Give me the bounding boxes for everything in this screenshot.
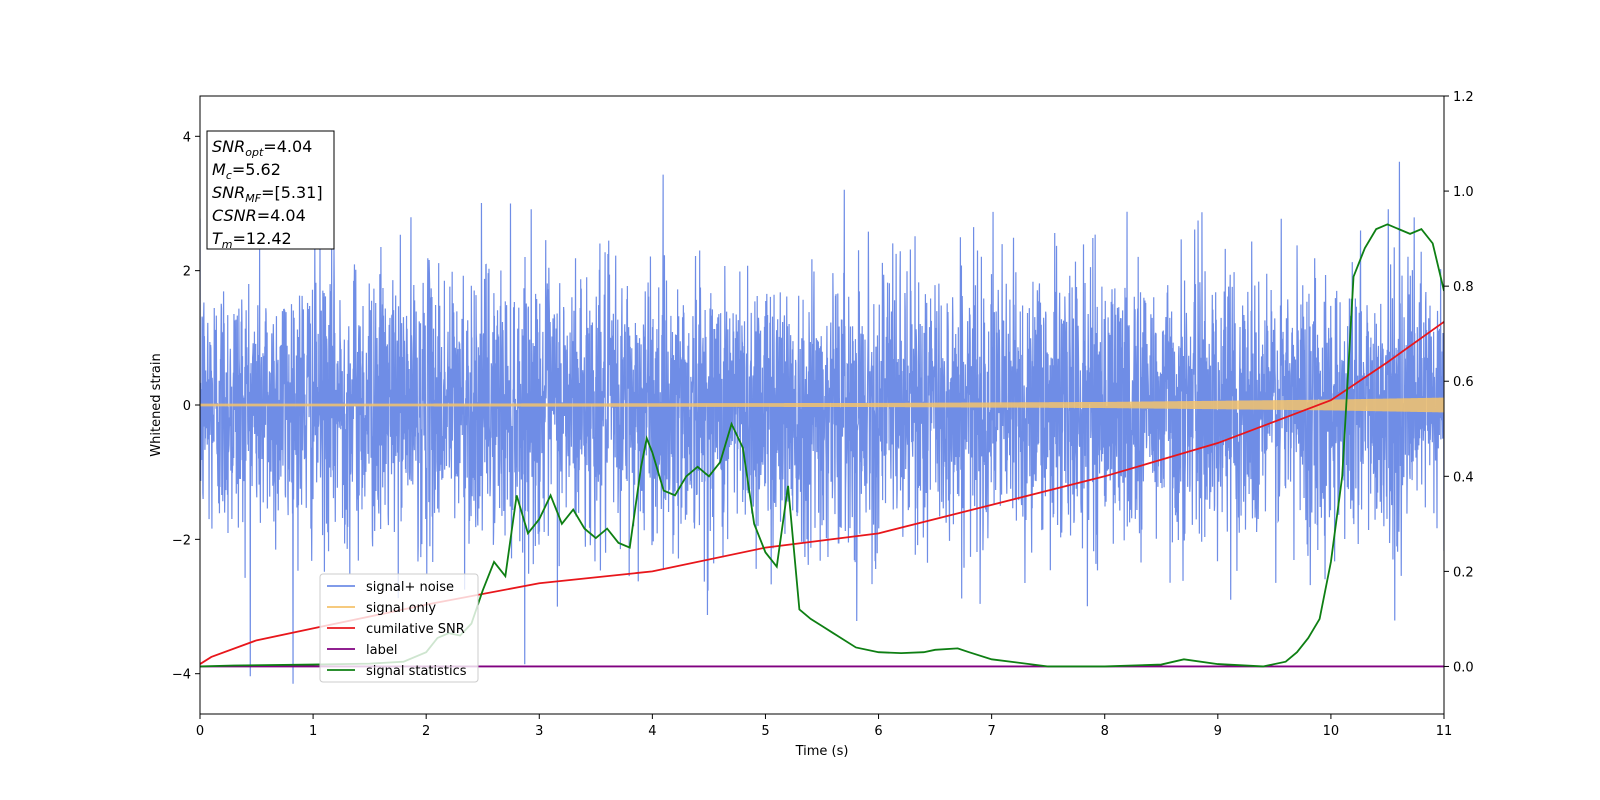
y2-tick-label: 0.2 <box>1453 565 1474 580</box>
x-tick-label: 4 <box>648 724 656 739</box>
y2-tick-label: 1.2 <box>1453 90 1474 105</box>
x-tick-label: 1 <box>309 724 317 739</box>
legend-label: label <box>366 643 397 658</box>
info-line: Mc=5.62 <box>212 160 281 182</box>
x-tick-label: 10 <box>1323 724 1340 739</box>
x-tick-label: 0 <box>196 724 204 739</box>
y2-tick-label: 0.6 <box>1453 375 1474 390</box>
series-signal-statistics-line <box>200 223 1444 668</box>
y-tick-label: −4 <box>172 668 191 683</box>
x-tick-label: 5 <box>761 724 769 739</box>
info-line: CSNR=4.04 <box>212 206 306 225</box>
x-tick-label: 8 <box>1101 724 1109 739</box>
x-tick-label: 2 <box>422 724 430 739</box>
y-tick-label: 2 <box>183 265 191 280</box>
legend-label: cumilative SNR <box>366 622 465 637</box>
y2-tick-label: 0.0 <box>1453 660 1474 675</box>
legend-label: signal only <box>366 601 436 616</box>
series-signal-noise-line <box>200 161 1444 684</box>
y2-tick-label: 1.0 <box>1453 185 1474 200</box>
info-line: SNRopt=4.04 <box>212 137 312 159</box>
y-tick-label: −2 <box>172 533 191 548</box>
legend: signal+ noise signal only cumilative SNR la… <box>319 573 479 683</box>
y-tick-label: 0 <box>183 399 191 414</box>
legend-label: signal statistics <box>366 664 467 679</box>
y2-tick-label: 0.8 <box>1453 280 1474 295</box>
y-tick-label: 4 <box>183 130 191 145</box>
x-tick-label: 6 <box>874 724 882 739</box>
x-tick-label: 3 <box>535 724 543 739</box>
x-axis-title: Time (s) <box>795 744 849 759</box>
x-tick-label: 11 <box>1436 724 1453 739</box>
info-line: SNRMF=[5.31] <box>212 183 323 205</box>
y-axis-title: Whitened strain <box>149 353 164 456</box>
axes: 0 1 2 3 4 5 6 7 8 9 10 11 4 2 0 −2 −4 1.2 1.0 0.8 0.6 0.4 0.2 0… <box>172 90 1474 739</box>
legend-label: signal+ noise <box>366 580 454 595</box>
series-signal-only-line <box>200 397 1444 413</box>
y2-tick-label: 0.4 <box>1453 470 1474 485</box>
x-tick-label: 7 <box>987 724 995 739</box>
info-box-frame <box>206 130 335 250</box>
legend-frame <box>319 573 479 683</box>
series-cumulative-snr-line <box>200 321 1444 665</box>
x-tick-label: 9 <box>1214 724 1222 739</box>
info-line: Tm=12.42 <box>212 229 292 251</box>
